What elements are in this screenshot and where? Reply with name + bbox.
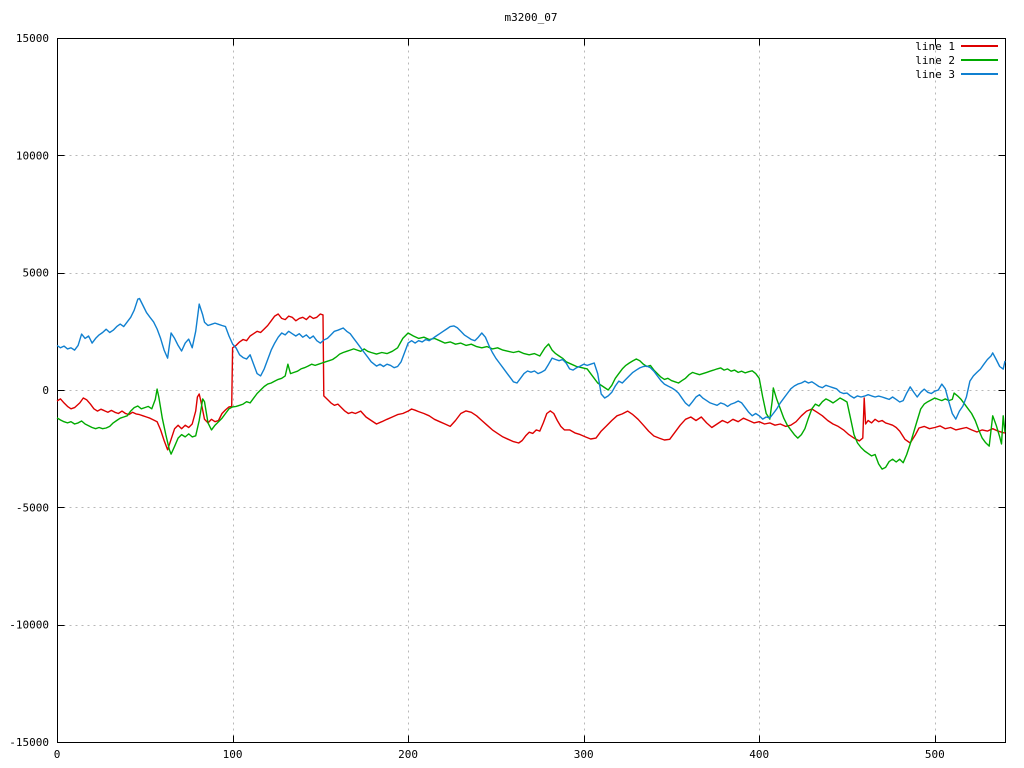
x-tick-label: 0	[54, 748, 61, 761]
x-tick-label: 400	[749, 748, 769, 761]
y-tick-label: -10000	[9, 619, 49, 632]
y-tick-label: 10000	[16, 149, 49, 162]
legend-item-line-3: line 3	[915, 68, 998, 81]
y-tick-label: 15000	[16, 32, 49, 45]
x-tick-label: 100	[223, 748, 243, 761]
y-tick-label: -5000	[16, 501, 49, 514]
series-line-1	[56, 313, 1006, 451]
legend: line 1 line 2 line 3	[915, 40, 998, 81]
legend-item-line-2: line 2	[915, 54, 998, 67]
x-tick-label: 300	[574, 748, 594, 761]
axis-tick-labels: 0 100 200 300 400 500 -15000 -10000 -5000 0 5000 10…	[9, 32, 944, 761]
series-line-3	[56, 297, 1006, 420]
chart-title: m3200_07	[505, 11, 558, 24]
legend-label-line-2: line 2	[915, 54, 955, 67]
x-tick-label: 200	[398, 748, 418, 761]
legend-label-line-3: line 3	[915, 68, 955, 81]
data-series	[56, 297, 1006, 470]
axis-ticks	[57, 38, 1006, 743]
legend-label-line-1: line 1	[915, 40, 955, 53]
x-tick-label: 500	[925, 748, 945, 761]
y-tick-label: 5000	[23, 267, 50, 280]
grid-lines	[57, 38, 1006, 743]
y-tick-label: 0	[42, 384, 49, 397]
y-tick-label: -15000	[9, 736, 49, 749]
series-line-2	[56, 332, 1006, 470]
legend-item-line-1: line 1	[915, 40, 998, 53]
